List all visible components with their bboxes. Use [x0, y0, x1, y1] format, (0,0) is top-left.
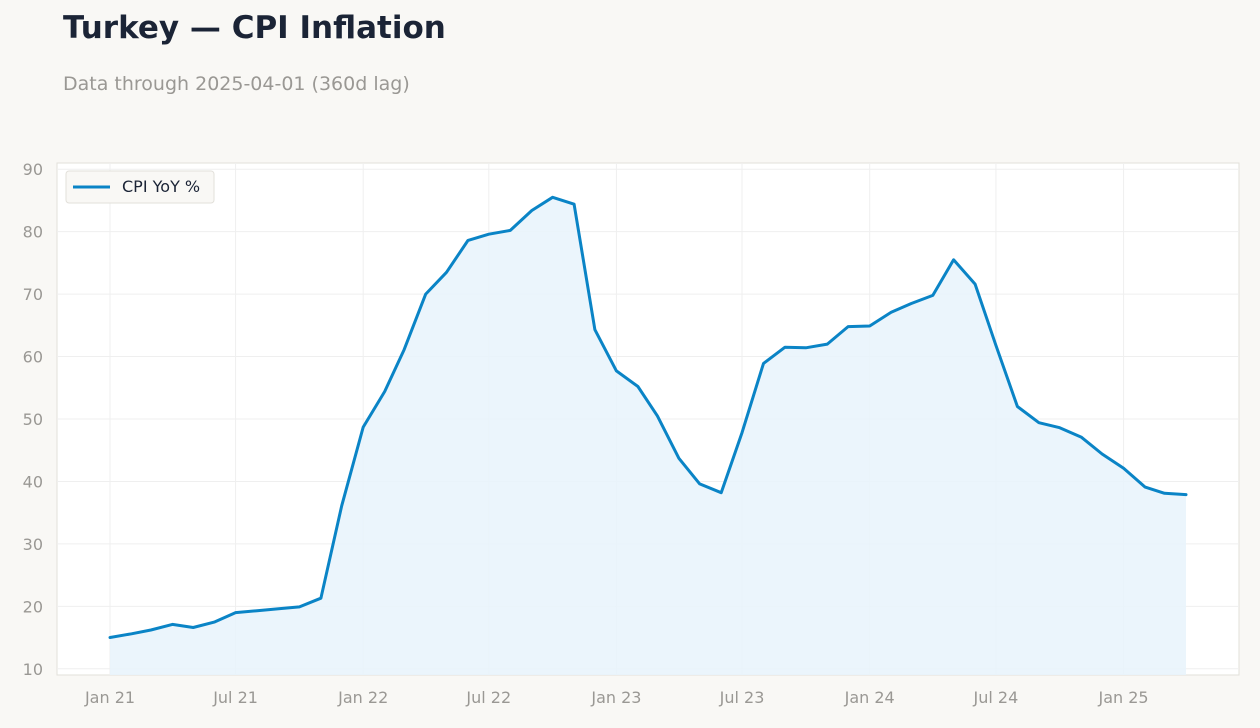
x-tick-label: Jul 21: [212, 688, 258, 707]
legend: CPI YoY %: [65, 170, 215, 204]
series-line-layer: [108, 195, 1188, 639]
series-line-cpi: [108, 195, 1188, 639]
legend-box: [65, 170, 215, 204]
y-tick-label: 50: [23, 410, 43, 429]
x-tick-label: Jan 21: [84, 688, 135, 707]
x-tick-label: Jul 24: [973, 688, 1019, 707]
y-tick-label: 30: [23, 535, 43, 554]
y-tick-label: 70: [23, 285, 43, 304]
x-tick-label: Jul 22: [465, 688, 511, 707]
x-tick-label: Jan 24: [844, 688, 895, 707]
y-tick-label: 60: [23, 348, 43, 367]
chart-title: Turkey — CPI Inflation: [63, 10, 446, 46]
y-axis-ticks: 10 20 30 40 50 60 70 80 90: [23, 160, 43, 679]
x-tick-label: Jan 23: [590, 688, 641, 707]
x-axis-ticks: Jan 21 Jul 21 Jan 22 Jul 22 Jan 23 Jul 23 Jan …: [84, 688, 1149, 707]
y-tick-label: 10: [23, 660, 43, 679]
y-tick-label: 90: [23, 160, 43, 179]
y-tick-label: 40: [23, 472, 43, 491]
legend-label: CPI YoY %: [122, 177, 200, 196]
x-tick-label: Jul 23: [719, 688, 765, 707]
y-tick-label: 80: [23, 223, 43, 242]
x-tick-label: Jan 22: [337, 688, 388, 707]
series-area-fill: [110, 197, 1186, 676]
y-tick-label: 20: [23, 597, 43, 616]
chart-subtitle: Data through 2025-04-01 (360d lag): [63, 73, 410, 95]
x-tick-label: Jan 25: [1098, 688, 1149, 707]
area-fill-layer: [110, 197, 1186, 676]
